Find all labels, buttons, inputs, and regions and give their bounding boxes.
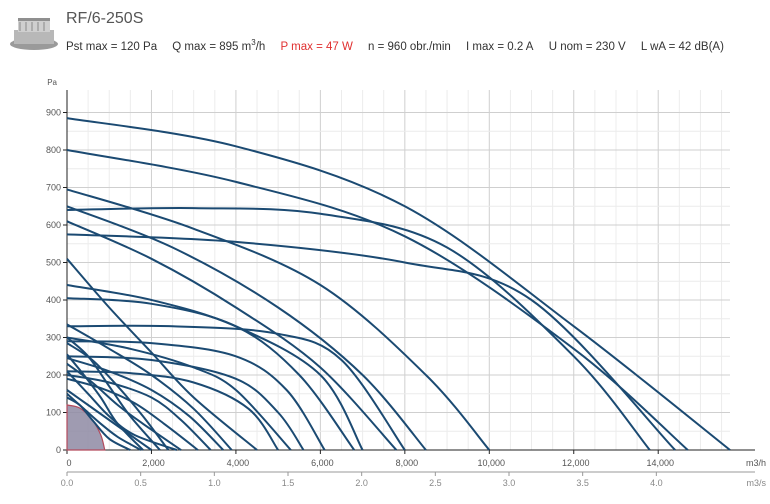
series-line-5 (66, 188, 491, 451)
y-tick-label: 0 (56, 445, 61, 455)
y-tick-label: 100 (46, 408, 61, 418)
spec-q-max-value: Q max = 895 m (172, 40, 252, 53)
series-line-19 (66, 377, 199, 451)
y-tick-label: 700 (46, 183, 61, 193)
series-line-25 (66, 353, 144, 451)
y-tick-label: 500 (46, 258, 61, 268)
spec-rpm: n = 960 obr./min (368, 40, 451, 53)
x2-tick-label: 1.5 (282, 478, 295, 488)
x-tick-label: 10,000 (478, 458, 506, 468)
spec-u-nom: U nom = 230 V (548, 40, 626, 53)
spec-i-max: I max = 0.2 A (466, 40, 534, 53)
x-axis-label: m3/h (746, 458, 766, 468)
series-line-6 (66, 205, 427, 451)
series-line-13 (66, 336, 292, 451)
x2-tick-label: 2.5 (429, 478, 442, 488)
y-tick-label: 800 (46, 145, 61, 155)
series-line-7 (66, 220, 398, 451)
series-line-21 (66, 370, 178, 451)
x-tick-label: 6,000 (311, 458, 334, 468)
x2-axis-label: m3/s (746, 478, 766, 488)
x-tick-label: 4,000 (227, 458, 250, 468)
x2-tick-label: 3.5 (576, 478, 589, 488)
spec-lwa: L wA = 42 dB(A) (640, 40, 724, 53)
y-tick-label: 600 (46, 220, 61, 230)
x2-tick-label: 0.5 (134, 478, 147, 488)
series-line-26 (66, 342, 170, 451)
series-line-12 (66, 355, 305, 451)
x2-tick-label: 2.0 (355, 478, 368, 488)
spec-p-max: P max = 47 W (280, 40, 353, 53)
x-tick-label: 2,000 (142, 458, 165, 468)
series-line-11 (66, 340, 326, 451)
x2-tick-label: 0.0 (61, 478, 74, 488)
series-line-1 (66, 117, 731, 451)
product-title: RF/6-250S (66, 10, 144, 27)
series-line-27 (66, 336, 161, 451)
y-tick-label: 200 (46, 370, 61, 380)
y-tick-label: 400 (46, 295, 61, 305)
spec-q-max-unit: /h (255, 40, 266, 53)
x-tick-label: 8,000 (396, 458, 419, 468)
x2-tick-label: 4.0 (650, 478, 663, 488)
y-axis-label: Pa (47, 78, 57, 87)
y-tick-label: 300 (46, 333, 61, 343)
x2-tick-label: 1.0 (208, 478, 221, 488)
spec-line: Pst max = 120 Pa Q max = 895 m3/h P max … (66, 38, 736, 53)
series-line-18 (66, 374, 212, 451)
x-tick-label: 0 (66, 458, 71, 468)
series-line-15 (66, 258, 258, 451)
series-line-22 (66, 389, 153, 451)
series-line-3 (66, 207, 651, 451)
series-line-24 (66, 396, 131, 451)
series-line-10 (66, 324, 406, 451)
series-line-9 (66, 297, 356, 451)
x-tick-label: 14,000 (646, 458, 674, 468)
spec-q-max: Q max = 895 m3/h (172, 38, 266, 53)
x-tick-label: 12,000 (562, 458, 590, 468)
series-line-2 (66, 149, 689, 451)
series-line-16 (66, 323, 233, 451)
x2-tick-label: 3.0 (503, 478, 516, 488)
spec-pst-max: Pst max = 120 Pa (66, 40, 158, 53)
product-image (10, 18, 58, 50)
series-line-4 (66, 233, 676, 451)
y-tick-label: 900 (46, 108, 61, 118)
spec-q-max-sup: 3 (251, 38, 256, 47)
